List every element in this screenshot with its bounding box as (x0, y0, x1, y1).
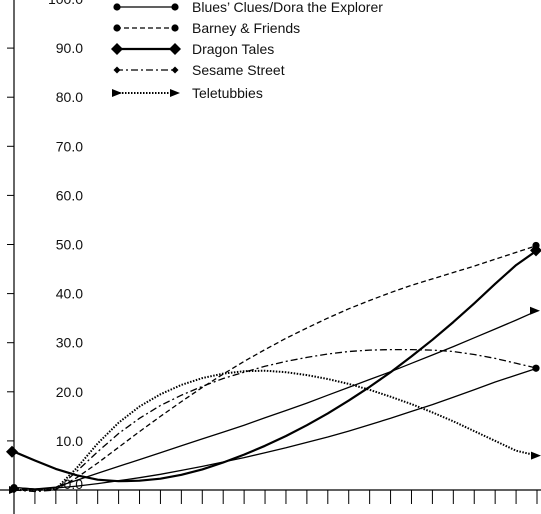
y-tick-label: 90.0 (56, 40, 83, 56)
series-line-teletubbies (14, 369, 538, 491)
legend: Blues’ Clues/Dora the Explorer Barney & F… (111, 0, 383, 101)
y-tick-label: 50.0 (56, 237, 83, 253)
series-line-blues-clues-dora-the-explorer (13, 367, 538, 490)
series-line-sesame-street (13, 348, 538, 493)
legend-entry-sesame-street: Sesame Street (113, 62, 285, 78)
series-line-barney-friends (13, 244, 538, 491)
y-axis-ticks: 10.0 20.0 30.0 40.0 50.0 60.0 70.0 80.0 90.0 100.… (7, 0, 538, 504)
data-point-start-teletubbies (9, 486, 19, 494)
legend-marker-teletubbies (170, 89, 180, 97)
legend-marker-sesame-street (113, 66, 121, 74)
legend-entry-dragon-tales: Dragon Tales (111, 41, 274, 57)
legend-marker-barney-friends (113, 24, 121, 32)
legend-marker-barney-friends (171, 24, 179, 32)
legend-marker-dragon-tales (111, 43, 123, 55)
legend-entry-barney-friends: Barney & Friends (113, 20, 300, 36)
y-tick-label: 10.0 (56, 433, 83, 449)
legend-label-dragon-tales: Dragon Tales (192, 41, 274, 57)
legend-label-sesame-street: Sesame Street (192, 62, 285, 78)
series-sesame-street (10, 348, 540, 494)
series-barney-friends (10, 241, 540, 493)
legend-marker-blues-clues-dora-the-explorer (171, 3, 179, 11)
legend-label-barney-friends: Barney & Friends (192, 20, 300, 36)
data-point-start-dragon-tales (6, 445, 18, 458)
series-dragon-tales (6, 244, 541, 483)
series-blues-clues-dora-the-explorer (10, 364, 540, 492)
y-tick-label: 70.0 (56, 138, 83, 154)
data-point-end-dragon-tales (530, 244, 541, 257)
legend-marker-sesame-street (171, 66, 179, 74)
extra-series-line (13, 310, 538, 490)
y-tick-label: 40.0 (56, 286, 83, 302)
series-group (6, 241, 541, 494)
legend-label-teletubbies: Teletubbies (192, 85, 263, 101)
data-point-end-teletubbies (531, 451, 541, 460)
y-tick-label: 80.0 (56, 89, 83, 105)
legend-entry-blues-clues-dora-the-explorer: Blues’ Clues/Dora the Explorer (113, 0, 383, 15)
y-tick-label: 100.0 (48, 0, 83, 7)
data-point-end-sesame-street (532, 364, 540, 372)
extra-series-end-marker (530, 306, 540, 315)
series-teletubbies (9, 369, 541, 494)
y-tick-label: 30.0 (56, 335, 83, 351)
legend-marker-blues-clues-dora-the-explorer (113, 3, 121, 11)
legend-label-blues-clues-dora-the-explorer: Blues’ Clues/Dora the Explorer (192, 0, 383, 15)
y-tick-label: 20.0 (56, 384, 83, 400)
series-line-dragon-tales (13, 249, 538, 483)
legend-marker-dragon-tales (169, 43, 181, 55)
legend-marker-teletubbies (112, 89, 122, 97)
y-tick-label: 60.0 (56, 187, 83, 203)
legend-entry-teletubbies: Teletubbies (112, 85, 263, 101)
